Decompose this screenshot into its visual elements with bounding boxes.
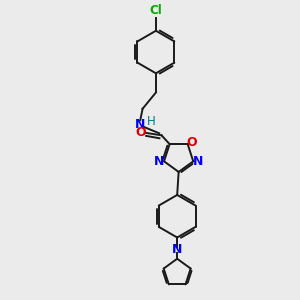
Text: N: N: [193, 155, 203, 168]
Text: N: N: [135, 118, 146, 130]
Text: N: N: [154, 155, 164, 168]
Text: H: H: [147, 115, 156, 128]
Text: Cl: Cl: [149, 4, 162, 17]
Text: O: O: [186, 136, 197, 148]
Text: O: O: [135, 126, 146, 139]
Text: N: N: [172, 243, 182, 256]
